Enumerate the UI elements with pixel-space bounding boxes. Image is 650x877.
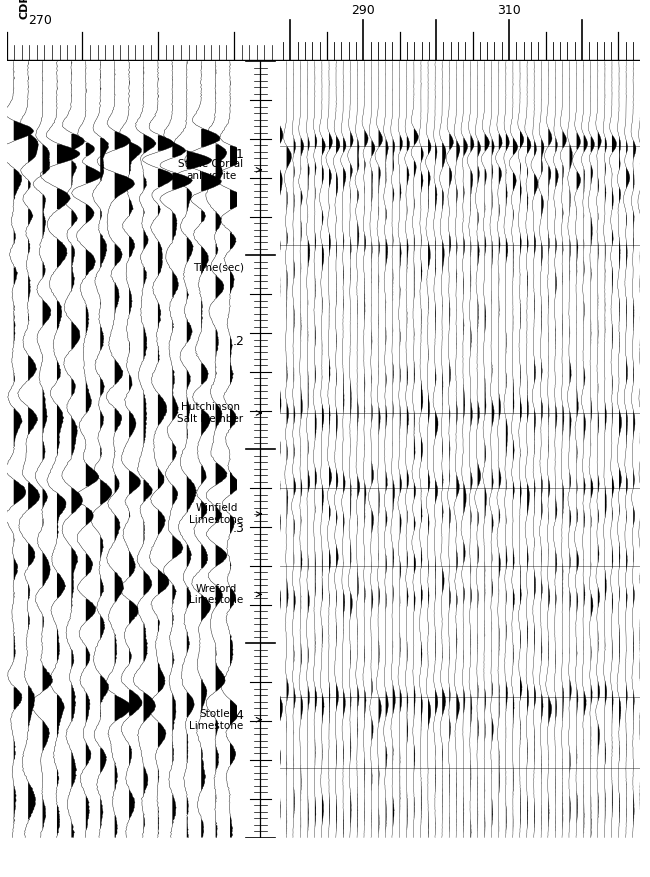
- Text: CDP: CDP: [20, 0, 30, 19]
- Text: 310: 310: [497, 4, 521, 17]
- Text: Stotler
Limestone: Stotler Limestone: [189, 709, 244, 731]
- Text: .2: .2: [233, 335, 244, 348]
- Text: Stone Corral
anhydrite: Stone Corral anhydrite: [179, 159, 244, 181]
- Text: 270: 270: [28, 14, 52, 26]
- Text: Winfield
Limestone: Winfield Limestone: [189, 503, 244, 524]
- Text: Wreford
Limestone: Wreford Limestone: [189, 583, 244, 605]
- Text: .4: .4: [233, 709, 244, 723]
- Text: .1: .1: [233, 148, 244, 161]
- Text: Hutchinson
Salt Member: Hutchinson Salt Member: [177, 403, 244, 424]
- Text: .3: .3: [233, 523, 244, 536]
- Text: 290: 290: [352, 4, 375, 17]
- Text: Time(sec): Time(sec): [192, 262, 244, 272]
